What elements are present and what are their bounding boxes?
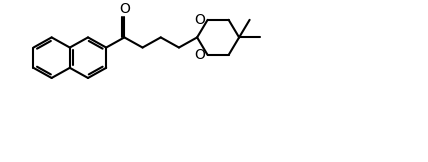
Text: O: O: [119, 2, 130, 16]
Text: O: O: [195, 13, 205, 27]
Text: O: O: [195, 48, 205, 62]
